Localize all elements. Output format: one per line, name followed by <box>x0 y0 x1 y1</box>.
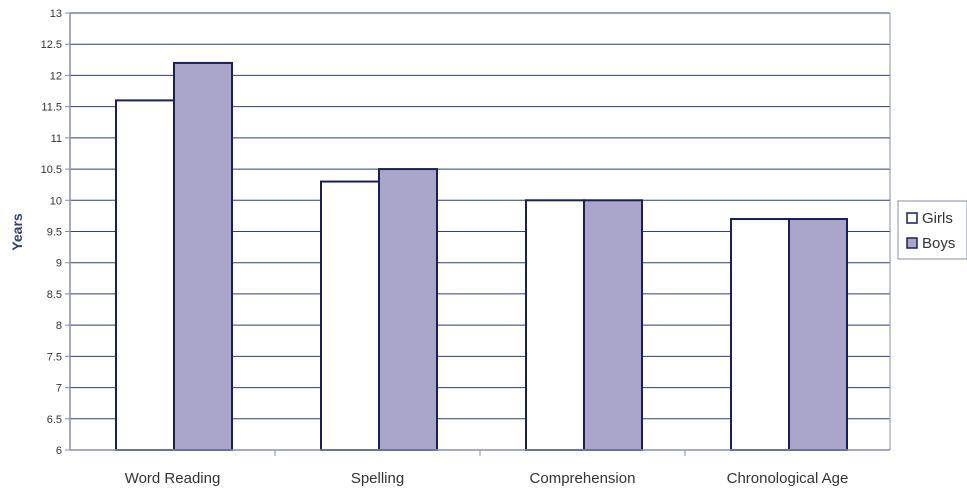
y-tick-label: 7 <box>56 383 62 395</box>
axes: 6 6.5 7 7.5 8 8.5 9 9.5 10 10.5 11 11.5 12 12.5 13 Word… <box>41 8 891 487</box>
x-tick-label: Chronological Age <box>727 470 849 487</box>
bar-girls <box>525 199 585 451</box>
legend-box <box>897 200 967 260</box>
y-axis-label: Years <box>9 213 25 251</box>
y-tick-label: 11 <box>51 133 62 145</box>
y-tick-label: 9 <box>56 258 62 270</box>
y-tick-label: 6 <box>56 445 62 457</box>
legend-swatch-boys <box>906 237 918 249</box>
bar-boys <box>173 61 233 451</box>
bars <box>115 61 848 452</box>
y-tick-label: 9.5 <box>47 227 62 239</box>
bar-girls <box>320 180 380 452</box>
y-tick-label: 8.5 <box>47 289 62 301</box>
bar-boys <box>583 199 643 451</box>
y-tick-label: 10.5 <box>41 164 62 176</box>
y-tick-label: 12 <box>50 70 62 82</box>
legend-swatch-girls <box>906 212 918 224</box>
legend: Girls Boys <box>897 200 967 260</box>
y-tick-label: 13 <box>50 8 62 20</box>
bar-girls <box>730 218 790 451</box>
bar-girls <box>115 99 175 452</box>
y-tick-label: 12.5 <box>41 39 62 51</box>
y-tick-label: 11.5 <box>41 102 62 114</box>
y-tick-label: 10 <box>50 195 62 207</box>
y-tick-label: 6.5 <box>47 414 62 426</box>
legend-label-boys: Boys <box>922 235 955 252</box>
x-tick-label: Comprehension <box>530 470 636 487</box>
y-tick-label: 8 <box>56 320 62 332</box>
x-tick-label: Word Reading <box>125 470 221 487</box>
x-tick-label: Spelling <box>351 470 404 487</box>
bar-boys <box>378 168 438 451</box>
legend-label-girls: Girls <box>922 210 953 227</box>
y-tick-label: 7.5 <box>47 351 62 363</box>
bar-boys <box>788 218 848 451</box>
